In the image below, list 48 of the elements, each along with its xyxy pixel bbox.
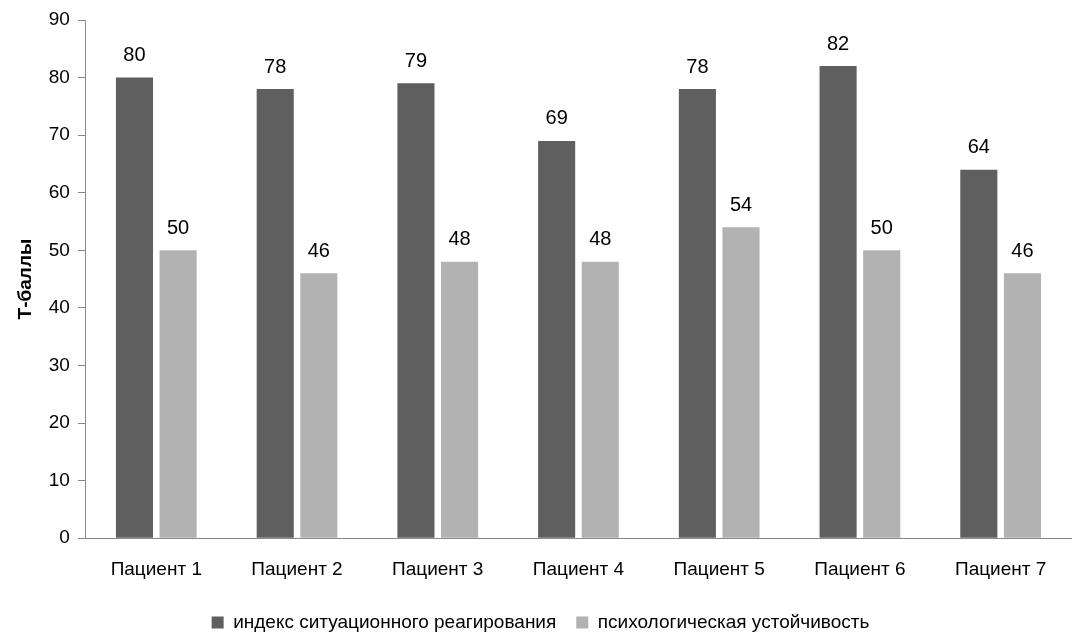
y-tick-label: 60 [48, 180, 70, 202]
x-tick-label: Пациент 3 [392, 557, 484, 579]
bar [300, 273, 338, 538]
y-axis-title: Т-баллы [13, 238, 35, 320]
bar [397, 83, 435, 538]
bar [441, 261, 479, 538]
legend-label: индекс ситуационного реагирования [233, 610, 557, 632]
bar [1003, 273, 1041, 538]
bar [863, 250, 901, 538]
data-label: 48 [589, 227, 612, 250]
data-label: 69 [545, 106, 568, 129]
data-label: 79 [404, 48, 428, 71]
bar [722, 227, 760, 538]
data-label: 80 [123, 43, 146, 66]
bar [115, 77, 154, 538]
y-tick-label: 70 [48, 123, 70, 145]
data-label: 54 [729, 192, 753, 215]
x-tick-label: Пациент 1 [110, 557, 202, 579]
data-label: 50 [166, 215, 190, 238]
bar [581, 261, 619, 538]
x-tick-label: Пациент 5 [673, 557, 765, 579]
y-tick-label: 20 [48, 411, 70, 433]
bar [678, 89, 716, 538]
bar [256, 89, 294, 538]
bar [819, 66, 857, 538]
data-label: 78 [686, 54, 709, 77]
y-tick-label: 90 [48, 8, 70, 30]
data-label: 64 [967, 135, 990, 158]
data-label: 82 [826, 31, 850, 54]
x-tick-label: Пациент 6 [814, 557, 906, 579]
x-tick-label: Пациент 7 [954, 557, 1047, 579]
y-tick-label: 50 [48, 238, 70, 260]
x-tick-label: Пациент 4 [532, 557, 625, 579]
data-label: 48 [448, 227, 471, 250]
y-tick-label: 0 [59, 526, 70, 548]
legend-label: психологическая устойчивость [597, 610, 870, 632]
y-tick-label: 10 [48, 468, 70, 490]
bar [960, 169, 998, 538]
data-label: 78 [264, 54, 287, 77]
x-tick-label: Пациент 2 [251, 557, 343, 579]
y-tick-label: 40 [48, 296, 70, 318]
y-tick-label: 80 [48, 65, 70, 87]
data-label: 50 [870, 215, 893, 238]
data-label: 46 [307, 238, 330, 261]
data-label: 46 [1011, 238, 1034, 261]
bar [159, 250, 197, 538]
bar [538, 140, 576, 538]
y-tick-label: 30 [48, 353, 70, 375]
